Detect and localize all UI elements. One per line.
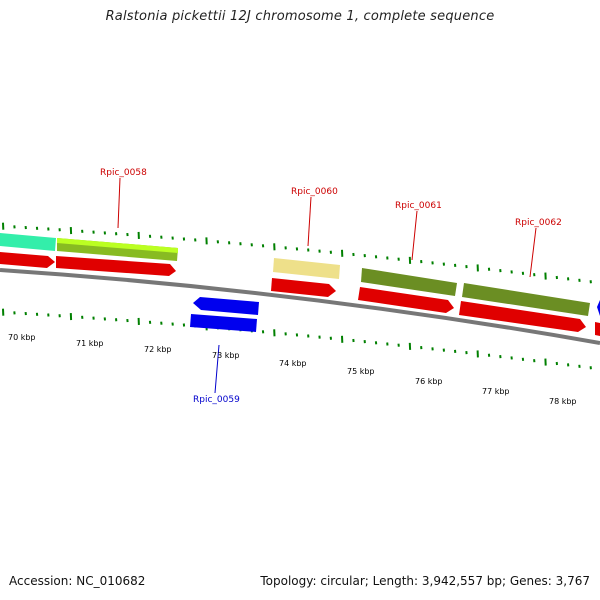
kbp-label: 73 kbp: [212, 351, 240, 360]
cds-arrow[interactable]: [0, 252, 55, 268]
feature-track: [0, 233, 600, 336]
gene-block-rpic-0062[interactable]: [462, 283, 590, 316]
genome-summary-text: Topology: circular; Length: 3,942,557 bp…: [260, 574, 590, 588]
gene-label-rpic-0058[interactable]: Rpic_0058: [100, 168, 147, 178]
cds-arrow[interactable]: [56, 256, 176, 276]
kbp-label: 75 kbp: [347, 367, 375, 376]
kbp-label: 77 kbp: [482, 387, 510, 396]
kbp-label: 76 kbp: [415, 377, 443, 386]
gene-label-rpic-0062[interactable]: Rpic_0062: [515, 218, 562, 228]
gene-block-rpic-0061[interactable]: [361, 268, 457, 296]
kbp-label: 71 kbp: [76, 339, 104, 348]
gene-block-rpic-0059[interactable]: [193, 297, 259, 315]
kbp-label: 72 kbp: [144, 345, 172, 354]
map-title: Ralstonia pickettii 12J chromosome 1, co…: [105, 9, 495, 24]
outer-tick-ring: [2, 222, 592, 284]
gene-labels: Rpic_0058 Rpic_0059 Rpic_0060 Rpic_0061 …: [100, 168, 562, 405]
gene-block-rpic-0058-highlight: [57, 238, 178, 253]
backbone-arc: [0, 268, 600, 345]
cds-arrow[interactable]: [358, 287, 454, 313]
kbp-label: 70 kbp: [8, 333, 36, 342]
cds-arrow[interactable]: [459, 301, 586, 332]
gene-label-rpic-0060[interactable]: Rpic_0060: [291, 187, 338, 197]
gene-block-edge-blue[interactable]: [597, 300, 600, 316]
kbp-scale-labels: 70 kbp 71 kbp 72 kbp 73 kbp 74 kbp 75 kb…: [8, 333, 577, 406]
gene-block-rpic-0059-lower[interactable]: [190, 314, 257, 332]
kbp-label: 74 kbp: [279, 359, 307, 368]
gene-label-rpic-0061[interactable]: Rpic_0061: [395, 201, 442, 211]
cds-arrow-edge[interactable]: [595, 322, 600, 336]
cds-arrow[interactable]: [271, 278, 336, 297]
gene-label-rpic-0059[interactable]: Rpic_0059: [193, 395, 240, 405]
kbp-label: 78 kbp: [549, 397, 577, 406]
gene-leaders: [117, 177, 537, 394]
gene-block-cyan[interactable]: [0, 233, 56, 251]
gene-block-rpic-0060[interactable]: [273, 258, 340, 279]
accession-text: Accession: NC_010682: [9, 574, 146, 588]
